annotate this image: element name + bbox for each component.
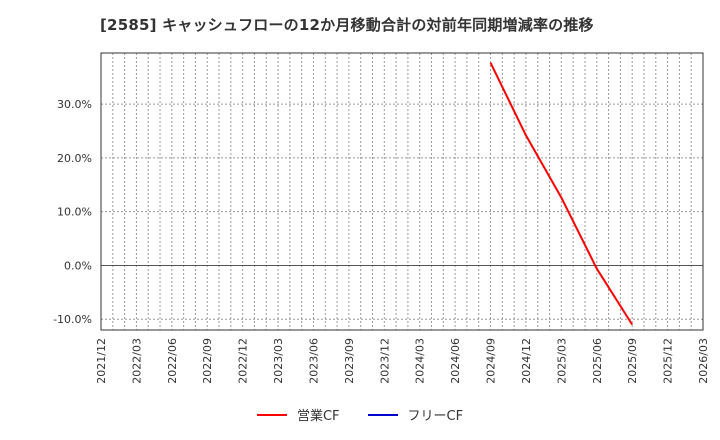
plot-frame: [100, 52, 704, 331]
svg-text:0.0%: 0.0%: [64, 259, 92, 272]
svg-text:2025/06: 2025/06: [591, 338, 604, 384]
svg-text:2023/12: 2023/12: [378, 338, 391, 384]
series-lines: [489, 62, 634, 326]
legend-label: 営業CF: [296, 409, 340, 424]
legend-item-free-cf: フリーCF: [367, 405, 464, 424]
legend-swatch-blue-line-icon: [367, 413, 398, 416]
y-axis-ticks: 30.0% 20.0% 10.0% 0.0% -10.0%: [53, 98, 92, 326]
svg-text:2022/09: 2022/09: [201, 338, 214, 384]
legend-label: フリーCF: [407, 409, 464, 424]
svg-text:30.0%: 30.0%: [57, 98, 92, 111]
svg-text:2022/06: 2022/06: [166, 338, 179, 384]
svg-text:10.0%: 10.0%: [57, 206, 92, 219]
svg-text:2026/03: 2026/03: [697, 338, 710, 384]
svg-text:2025/09: 2025/09: [626, 338, 639, 384]
svg-text:2024/12: 2024/12: [520, 338, 533, 384]
legend: 営業CF フリーCF: [0, 405, 720, 424]
svg-text:2022/12: 2022/12: [237, 338, 250, 384]
svg-text:2021/12: 2021/12: [95, 338, 108, 384]
svg-text:2023/09: 2023/09: [343, 338, 356, 384]
svg-text:2023/06: 2023/06: [307, 338, 320, 384]
svg-text:-10.0%: -10.0%: [53, 313, 92, 326]
grid-lines: [101, 53, 703, 330]
x-axis-ticks: 2021/12 2022/03 2022/06 2022/09 2022/12 2023/…: [95, 338, 710, 384]
svg-text:2024/09: 2024/09: [485, 338, 498, 384]
svg-text:2024/03: 2024/03: [414, 338, 427, 384]
chart-title: [2585] キャッシュフローの12か月移動合計の対前年同期増減率の推移: [100, 16, 594, 34]
svg-text:2025/03: 2025/03: [555, 338, 568, 384]
svg-text:2022/03: 2022/03: [130, 338, 143, 384]
svg-text:2023/03: 2023/03: [272, 338, 285, 384]
legend-item-operating-cf: 営業CF: [256, 405, 340, 424]
svg-text:2024/06: 2024/06: [449, 338, 462, 384]
svg-text:2025/12: 2025/12: [662, 338, 675, 384]
legend-swatch-red-line-icon: [256, 413, 287, 416]
svg-text:20.0%: 20.0%: [57, 152, 92, 165]
